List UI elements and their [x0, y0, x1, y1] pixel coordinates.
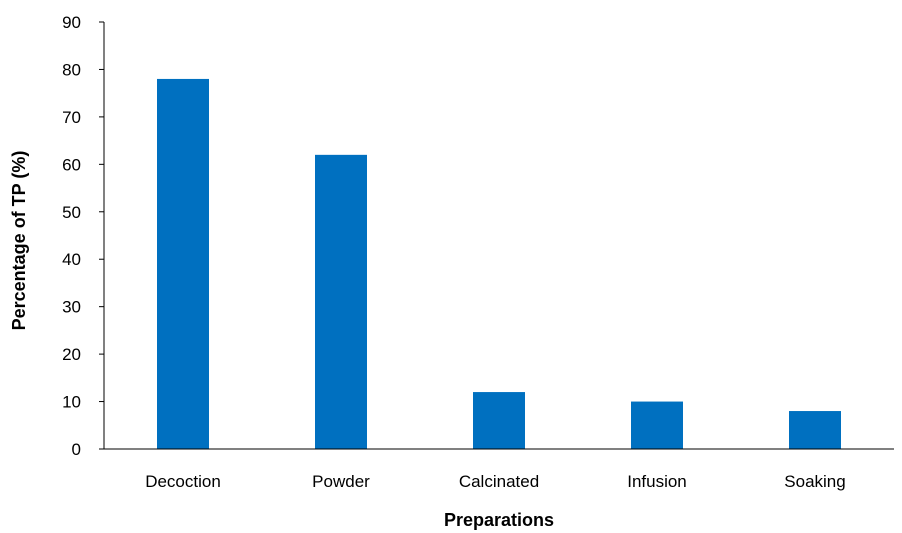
bar-infusion: [631, 401, 683, 449]
bar-calcinated: [473, 392, 525, 449]
x-axis-ticks: Decoction Powder Calcinated Infusion Soaking: [145, 472, 846, 491]
bar-soaking: [789, 411, 841, 449]
y-tick-label: 20: [62, 345, 81, 364]
x-axis-title: Preparations: [444, 510, 554, 530]
x-tick-label: Infusion: [627, 472, 687, 491]
bar-powder: [315, 154, 367, 449]
x-tick-label: Soaking: [784, 472, 845, 491]
x-tick-label: Decoction: [145, 472, 221, 491]
y-tick-label: 80: [62, 60, 81, 79]
y-axis-title: Percentage of TP (%): [9, 151, 29, 331]
bar-decoction: [157, 78, 209, 449]
y-tick-label: 90: [62, 13, 81, 32]
y-axis-ticks: 0 10 20 30 40 50 60 70 80 90: [62, 13, 104, 459]
y-tick-label: 10: [62, 393, 81, 412]
y-tick-label: 60: [62, 155, 81, 174]
y-tick-label: 50: [62, 203, 81, 222]
y-tick-label: 40: [62, 250, 81, 269]
x-tick-label: Calcinated: [459, 472, 539, 491]
y-tick-label: 70: [62, 108, 81, 127]
y-tick-label: 30: [62, 298, 81, 317]
x-tick-label: Powder: [312, 472, 370, 491]
y-tick-label: 0: [72, 440, 81, 459]
bars: [157, 78, 841, 449]
